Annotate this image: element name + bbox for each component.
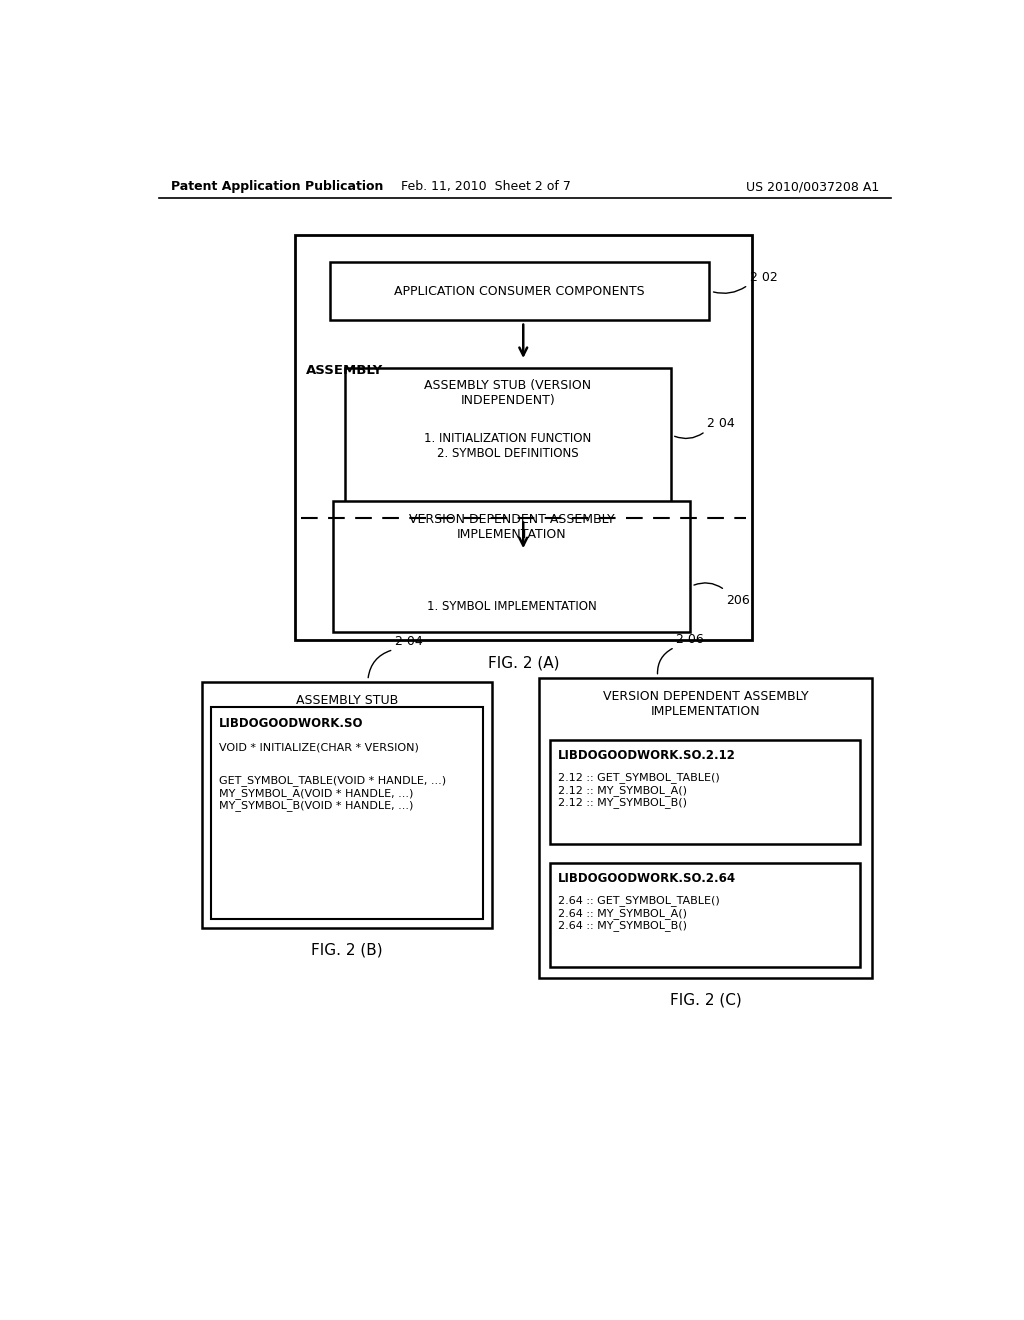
Text: VOID * INITIALIZE(CHAR * VERSION): VOID * INITIALIZE(CHAR * VERSION)	[219, 742, 419, 752]
Text: LIBDOGOODWORK.SO: LIBDOGOODWORK.SO	[219, 717, 364, 730]
Text: ASSEMBLY STUB (VERSION
INDEPENDENT): ASSEMBLY STUB (VERSION INDEPENDENT)	[424, 379, 591, 408]
Text: 2 04: 2 04	[395, 635, 423, 648]
Text: LIBDOGOODWORK.SO.2.12: LIBDOGOODWORK.SO.2.12	[558, 748, 736, 762]
Bar	[334, 502, 690, 632]
Text: 2.64 :: GET_SYMBOL_TABLE()
2.64 :: MY_SYMBOL_A()
2.64 :: MY_SYMBOL_B(): 2.64 :: GET_SYMBOL_TABLE() 2.64 :: MY_SY…	[558, 895, 720, 931]
Bar	[345, 368, 671, 503]
Bar	[202, 682, 493, 928]
Text: FIG. 2 (B): FIG. 2 (B)	[311, 942, 383, 957]
Text: US 2010/0037208 A1: US 2010/0037208 A1	[746, 181, 880, 194]
Text: 2.12 :: GET_SYMBOL_TABLE()
2.12 :: MY_SYMBOL_A()
2.12 :: MY_SYMBOL_B(): 2.12 :: GET_SYMBOL_TABLE() 2.12 :: MY_SY…	[558, 772, 720, 808]
Text: FIG. 2 (C): FIG. 2 (C)	[670, 993, 741, 1007]
Text: GET_SYMBOL_TABLE(VOID * HANDLE, ...)
MY_SYMBOL_A(VOID * HANDLE, ...)
MY_SYMBOL_B: GET_SYMBOL_TABLE(VOID * HANDLE, ...) MY_…	[219, 775, 445, 810]
Text: FIG. 2 (A): FIG. 2 (A)	[487, 655, 559, 671]
Text: ASSEMBLY: ASSEMBLY	[306, 364, 384, 378]
Text: ASSEMBLY STUB: ASSEMBLY STUB	[296, 693, 398, 706]
Bar	[550, 739, 860, 843]
Text: APPLICATION CONSUMER COMPONENTS: APPLICATION CONSUMER COMPONENTS	[394, 285, 645, 298]
Text: 1. SYMBOL IMPLEMENTATION: 1. SYMBOL IMPLEMENTATION	[427, 599, 597, 612]
Bar	[539, 678, 872, 978]
Bar	[330, 263, 710, 321]
Text: LIBDOGOODWORK.SO.2.64: LIBDOGOODWORK.SO.2.64	[558, 873, 736, 886]
Text: 2 04: 2 04	[707, 417, 734, 430]
Text: 2 02: 2 02	[750, 271, 777, 284]
Bar	[550, 863, 860, 966]
Text: 2 06: 2 06	[676, 632, 703, 645]
Text: VERSION DEPENDENT ASSEMBLY
IMPLEMENTATION: VERSION DEPENDENT ASSEMBLY IMPLEMENTATIO…	[602, 689, 808, 718]
Text: 206: 206	[726, 594, 750, 607]
Text: Feb. 11, 2010  Sheet 2 of 7: Feb. 11, 2010 Sheet 2 of 7	[401, 181, 571, 194]
Text: 1. INITIALIZATION FUNCTION
2. SYMBOL DEFINITIONS: 1. INITIALIZATION FUNCTION 2. SYMBOL DEF…	[424, 432, 592, 461]
Text: Patent Application Publication: Patent Application Publication	[171, 181, 383, 194]
Bar	[295, 235, 752, 640]
Bar	[211, 708, 483, 919]
Text: VERSION DEPENDENT ASSEMBLY
IMPLEMENTATION: VERSION DEPENDENT ASSEMBLY IMPLEMENTATIO…	[409, 512, 614, 541]
